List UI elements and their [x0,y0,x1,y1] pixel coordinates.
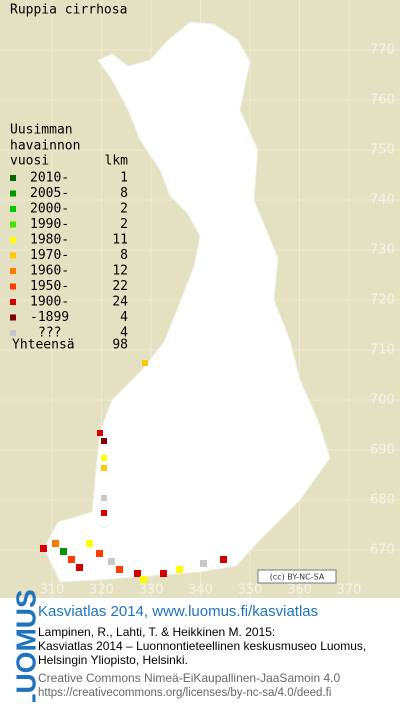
legend-year: 2005- [30,186,69,201]
legend-swatch [10,237,16,243]
legend-heading: Uusimman [10,123,73,138]
y-grid-label: 740 [370,193,395,208]
legend-count: 4 [120,326,128,341]
citation-line: Kasviatlas 2014 – Luonnontieteellinen ke… [38,639,366,653]
occurrence-squares [40,360,227,583]
legend-total-label: Yhteensä [12,338,75,353]
luomus-logo: LUOMUS [10,589,41,702]
legend-swatch [10,221,16,228]
citation-line: Helsingin Yliopisto, Helsinki. [38,653,188,667]
x-grid-label: 340 [188,583,213,598]
legend-swatch [10,268,16,274]
occurrence-square [68,556,75,563]
legend-swatch [10,190,16,197]
legend-year: 1950- [30,279,69,294]
footer-background [0,598,400,702]
legend-swatch [10,283,16,290]
legend-swatch [10,252,16,259]
occurrence-square [200,560,207,567]
y-grid-label: 720 [370,293,395,308]
occurrence-square [220,556,227,563]
citation-line: Lampinen, R., Lahti, T. & Heikkinen M. 2… [38,625,275,639]
occurrence-square [76,564,83,571]
occurrence-square [142,360,148,366]
legend-count: 22 [112,279,128,294]
occurrence-square [101,465,107,471]
legend-count: 11 [112,233,128,248]
footer-headline: Kasviatlas 2014, www.luomus.fi/kasviatla… [38,603,318,620]
occurrence-square [108,558,115,565]
legend-year: 1990- [30,217,69,232]
x-grid-label: 330 [139,583,164,598]
finland-outline [43,21,331,583]
occurrence-square [101,438,107,444]
y-grid-label: 750 [370,143,395,158]
species-title: Ruppia cirrhosa [10,3,127,18]
legend-year: 1900- [30,295,69,310]
legend-total: 98 [112,338,128,353]
license-line: https://creativecommons.org/licenses/by-… [38,687,331,699]
license-line: Creative Commons Nimeä-EiKaupallinen-Jaa… [38,671,340,685]
occurrence-square [40,545,47,552]
occurrence-square [52,540,59,547]
x-grid-label: 360 [287,583,312,598]
legend-count: 12 [112,264,128,279]
license-badge [257,569,337,584]
occurrence-square [116,566,123,573]
y-grid-label: 760 [370,93,395,108]
y-grid-label: 710 [370,343,395,358]
y-grid-label: 690 [370,443,395,458]
legend-swatch [10,314,16,321]
legend-count-header: lkm [105,154,129,169]
license-badge-text: (cc) BY-NC-SA [270,573,325,582]
occurrence-square [101,495,107,501]
occurrence-square [134,570,141,577]
legend-count: 8 [120,186,128,201]
x-grid-label: 370 [337,583,362,598]
legend-year: 1970- [30,248,69,263]
legend-year: 1980- [30,233,69,248]
y-grid-label: 730 [370,243,395,258]
occurrence-square [97,430,103,436]
x-grid-label: 310 [40,583,65,598]
legend-swatch [10,330,16,336]
legend-swatch [10,206,16,212]
occurrence-square [96,550,103,557]
occurrence-square [176,566,183,573]
y-grid-label: 770 [370,43,395,58]
occurrence-square [86,540,93,547]
legend-count: 24 [112,295,128,310]
legend-swatch [10,175,16,181]
y-grid-label: 670 [370,543,395,558]
legend-heading: havainnon [10,139,80,154]
occurrence-square [101,510,107,516]
legend-year: ??? [38,326,61,341]
legend-year: 2010- [30,171,69,186]
legend-count: 8 [120,248,128,263]
legend-swatch [10,299,16,305]
y-grid-label: 680 [370,493,395,508]
x-grid-label: 320 [89,583,114,598]
legend-count: 2 [120,202,128,217]
occurrence-square [140,576,147,583]
y-grid-label: 700 [370,393,395,408]
legend-year-header: vuosi [10,154,49,169]
x-grid-label: 350 [238,583,263,598]
legend-year: -1899 [30,310,69,325]
occurrence-square [160,570,167,577]
legend-year: 1960- [30,264,69,279]
occurrence-square [60,548,67,555]
legend-year: 2000- [30,202,69,217]
legend-count: 4 [120,310,128,325]
occurrence-square [101,455,107,461]
legend-count: 1 [120,171,128,186]
legend-count: 2 [120,217,128,232]
